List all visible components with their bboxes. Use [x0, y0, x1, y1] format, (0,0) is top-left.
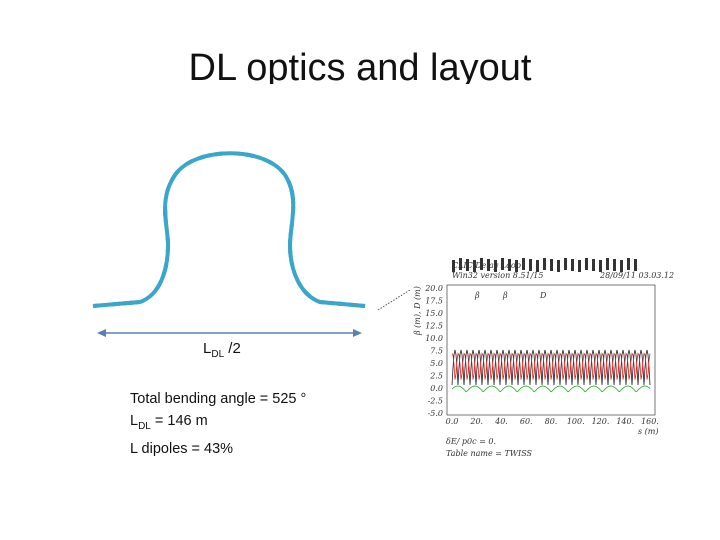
magnet — [627, 258, 630, 270]
x-tick-label: 140. — [616, 417, 634, 426]
magnet — [508, 259, 511, 271]
magnet — [543, 258, 546, 270]
y-tick-label: 17.5 — [425, 297, 443, 306]
magnet — [564, 258, 567, 270]
magnet — [452, 260, 455, 272]
length-arrow — [97, 329, 362, 337]
plot-frame — [446, 284, 656, 416]
label-sub: DL — [211, 349, 225, 360]
magnet — [480, 258, 483, 270]
magnet — [529, 259, 532, 271]
x-axis-label: s (m) — [638, 427, 658, 436]
ring-layout — [91, 151, 367, 308]
magnet — [473, 260, 476, 272]
optics-curves — [451, 349, 651, 393]
y-tick-label: 20.0 — [424, 284, 443, 293]
magnet — [634, 259, 637, 271]
label-main: L — [203, 340, 212, 357]
y-tick-label: 12.5 — [425, 322, 443, 331]
x-tick-label: 60. — [520, 417, 533, 426]
x-tick-label: 100. — [567, 417, 585, 426]
header: Win32 version 8.51/15 — [452, 271, 543, 280]
x-tick-label: 40. — [494, 417, 508, 426]
fact: LDL = 146 m — [130, 410, 306, 438]
y-tick-label: 2.5 — [429, 372, 443, 381]
y-tick-label: 15.0 — [425, 309, 443, 318]
curve — [451, 352, 651, 380]
magnet — [571, 259, 574, 271]
magnet — [466, 259, 469, 271]
magnet — [613, 259, 616, 271]
y-tick-label: -5.0 — [428, 409, 443, 418]
magnet — [557, 260, 560, 272]
layout-label: LDL /2 — [203, 340, 241, 360]
fact: Total bending angle = 525 ° — [130, 391, 307, 407]
magnet — [592, 259, 595, 271]
magnet — [515, 260, 518, 272]
magnet — [620, 260, 623, 272]
label-suffix: /2 — [224, 340, 241, 357]
y-tick-label: 7.5 — [430, 347, 443, 356]
fact-suffix: = 146 m — [150, 413, 208, 429]
pointer — [377, 289, 411, 311]
fact-main: L — [130, 413, 139, 429]
legend-entry: β — [474, 291, 480, 300]
x-tick-label: 80. — [545, 417, 558, 426]
footer: δE/ p0c = 0. — [446, 437, 496, 446]
fact-sub: DL — [138, 420, 151, 432]
x-tick-label: 20. — [469, 417, 483, 426]
y-tick-label: 0.0 — [430, 384, 443, 393]
magnet — [522, 258, 525, 270]
magnet — [578, 260, 581, 272]
y-axis-label: β (m), D (m) — [413, 286, 422, 336]
magnet — [494, 260, 497, 272]
curve — [451, 385, 651, 393]
header: CLIC Delay Loop — [452, 261, 521, 270]
magnet — [606, 258, 609, 270]
x-tick-label: 0.0 — [446, 417, 459, 426]
magnet — [599, 260, 602, 272]
fact: L dipoles = 43% — [130, 440, 234, 457]
y-tick-label: 10.0 — [425, 334, 443, 343]
header: 28/09/11 03.03.12 — [599, 271, 674, 280]
optics-plot: 20.0 17.5 15.0 12.5 10.0 7.5 5.0 2.5 0.0 -2.5 -5.0… — [413, 258, 674, 458]
y-tick-label: 5.0 — [430, 359, 443, 368]
legend-entry: D — [539, 291, 547, 300]
magnet — [459, 258, 462, 270]
magnet — [550, 259, 553, 271]
magnet — [585, 258, 588, 270]
y-tick-label: -2.5 — [428, 397, 443, 406]
slide-title: DL optics and layout — [188, 47, 532, 84]
curve — [451, 349, 651, 386]
x-tick-label: 160. — [641, 417, 659, 426]
magnet — [536, 260, 539, 272]
magnet — [501, 258, 504, 270]
facts: Total bending angle = 525 ° LDL = 146 m … — [130, 388, 306, 460]
x-tick-label: 120. — [592, 417, 610, 426]
legend-entry: β — [502, 291, 508, 300]
magnet — [487, 259, 490, 271]
magnet-strip — [452, 258, 637, 272]
footer: Table name = TWISS — [446, 449, 533, 458]
